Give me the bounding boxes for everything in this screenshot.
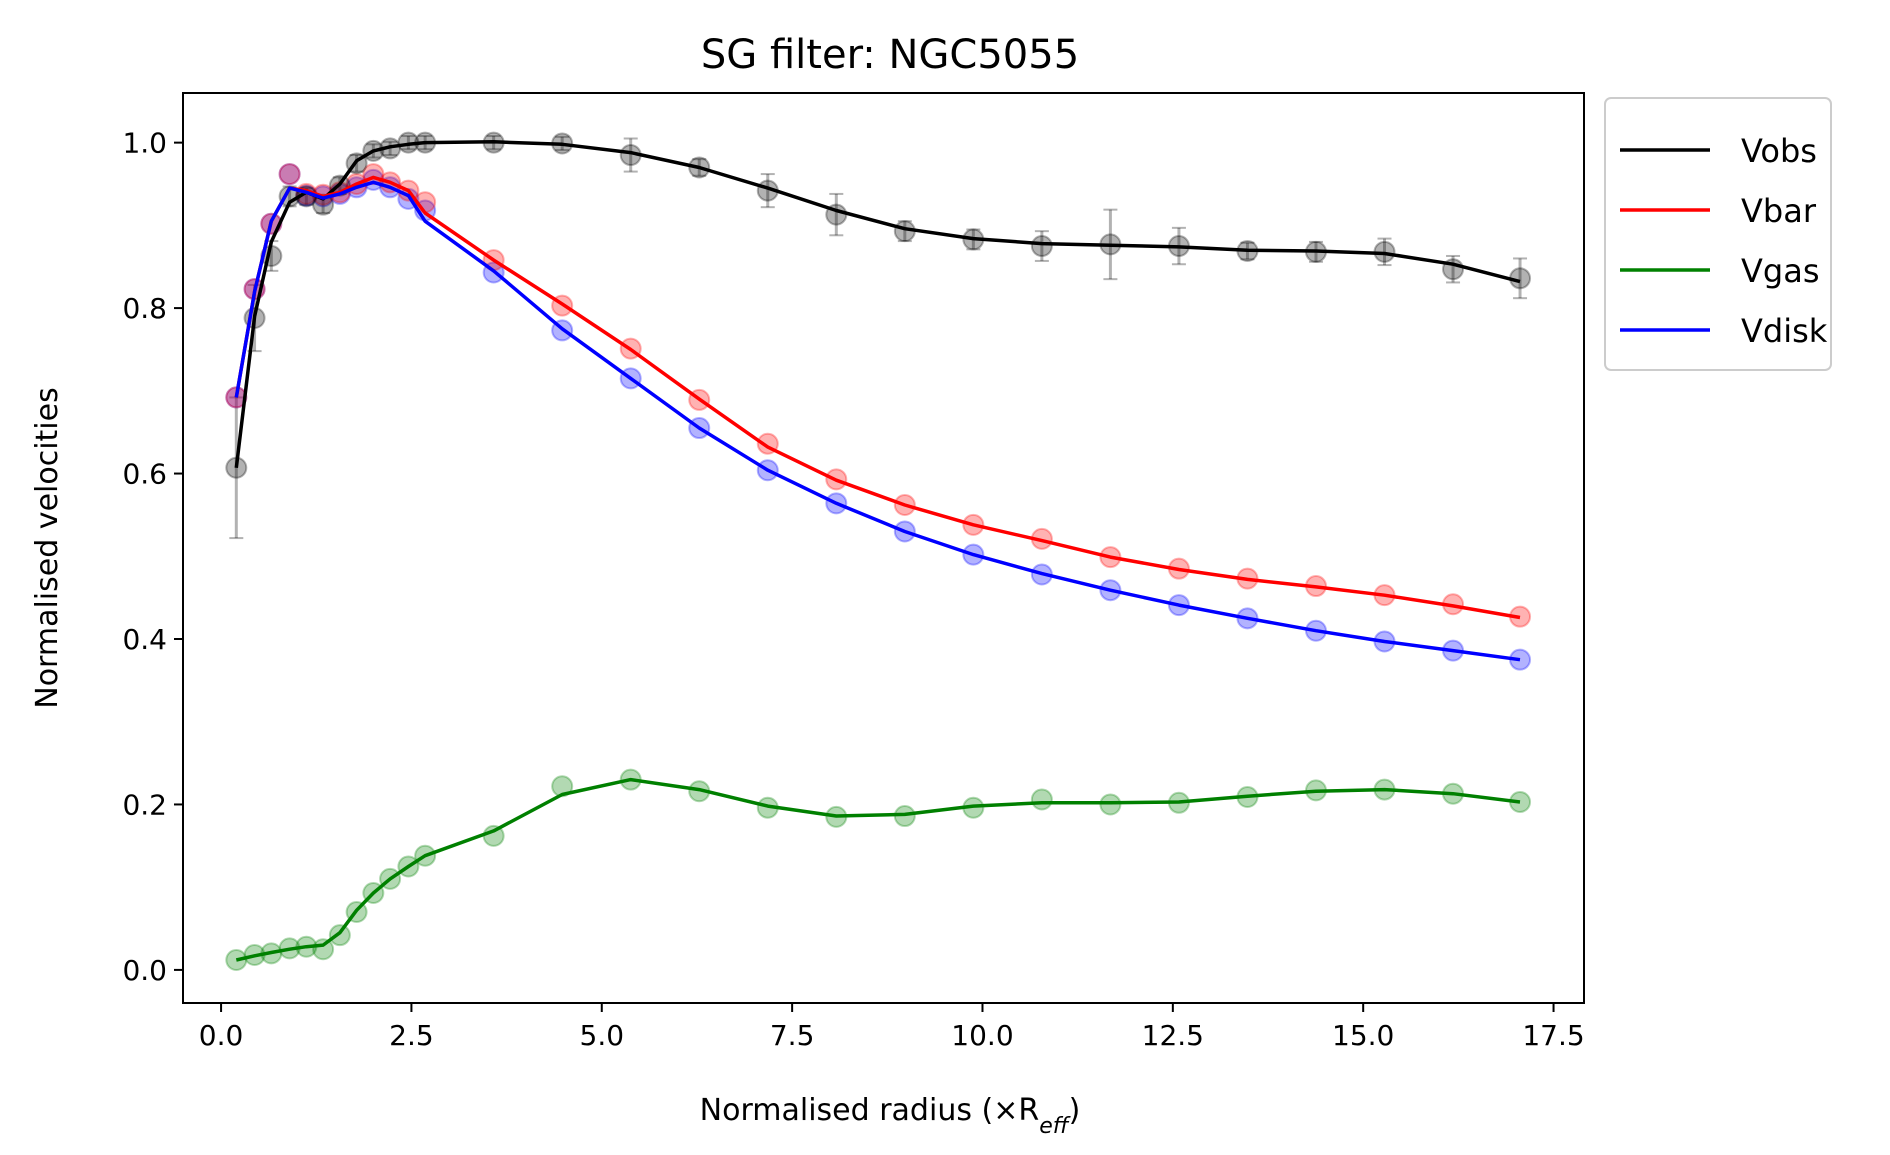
x-axis: 0.0 2.5 5.0 7.5 10.0 12.5 15.0 17.5 — [199, 1003, 1585, 1052]
vdisk-point — [278, 163, 301, 186]
legend: Vobs Vbar Vgas Vdisk — [1604, 97, 1832, 371]
y-tick-label: 0.6 — [122, 458, 167, 491]
x-tick-label: 0.0 — [199, 1019, 244, 1052]
y-axis-label: Normalised velocities — [30, 387, 65, 708]
vbar-line — [234, 175, 1521, 620]
x-tick-label: 15.0 — [1332, 1019, 1394, 1052]
y-tick-label: 0.2 — [122, 788, 167, 821]
chart-title: SG filter: NGC5055 — [701, 32, 1079, 78]
x-tick-label: 17.5 — [1522, 1019, 1584, 1052]
legend-label-vgas: Vgas — [1741, 252, 1819, 290]
x-axis-label-sub: eff — [1039, 1114, 1071, 1139]
legend-box — [1604, 97, 1832, 371]
vdisk-line — [234, 180, 1521, 662]
vgas-point — [1030, 788, 1053, 811]
y-tick-label: 0.0 — [122, 954, 167, 987]
vgas-point — [328, 924, 351, 947]
y-tick-label: 0.4 — [122, 623, 167, 656]
vobs-line — [234, 140, 1521, 469]
vgas-point — [312, 938, 335, 961]
legend-label-vbar: Vbar — [1741, 192, 1817, 230]
vobs-point — [1030, 235, 1053, 258]
x-tick-label: 10.0 — [951, 1019, 1013, 1052]
plot-layer — [225, 131, 1532, 971]
y-tick-label: 1.0 — [122, 127, 167, 160]
y-tick-label: 0.8 — [122, 292, 167, 325]
vgas-line — [235, 777, 1521, 962]
x-tick-label: 2.5 — [389, 1019, 434, 1052]
x-tick-label: 5.0 — [580, 1019, 625, 1052]
x-tick-label: 12.5 — [1142, 1019, 1204, 1052]
y-axis: 0.0 0.2 0.4 0.6 0.8 1.0 — [122, 127, 183, 987]
x-axis-label: Normalised radius (×Reff) — [700, 1093, 1081, 1139]
vbar-point — [278, 163, 301, 186]
plot-frame — [182, 92, 1585, 1004]
legend-label-vdisk: Vdisk — [1741, 312, 1828, 350]
legend-label-vobs: Vobs — [1741, 132, 1817, 170]
x-tick-label: 7.5 — [770, 1019, 815, 1052]
